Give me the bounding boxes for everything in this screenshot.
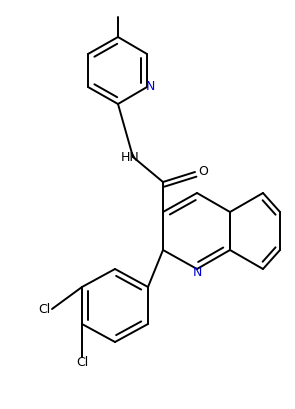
Text: Cl: Cl	[38, 303, 50, 316]
Text: N: N	[192, 265, 202, 278]
Text: HN: HN	[121, 151, 139, 164]
Text: O: O	[198, 165, 208, 178]
Text: Cl: Cl	[76, 356, 88, 369]
Text: N: N	[145, 79, 155, 92]
